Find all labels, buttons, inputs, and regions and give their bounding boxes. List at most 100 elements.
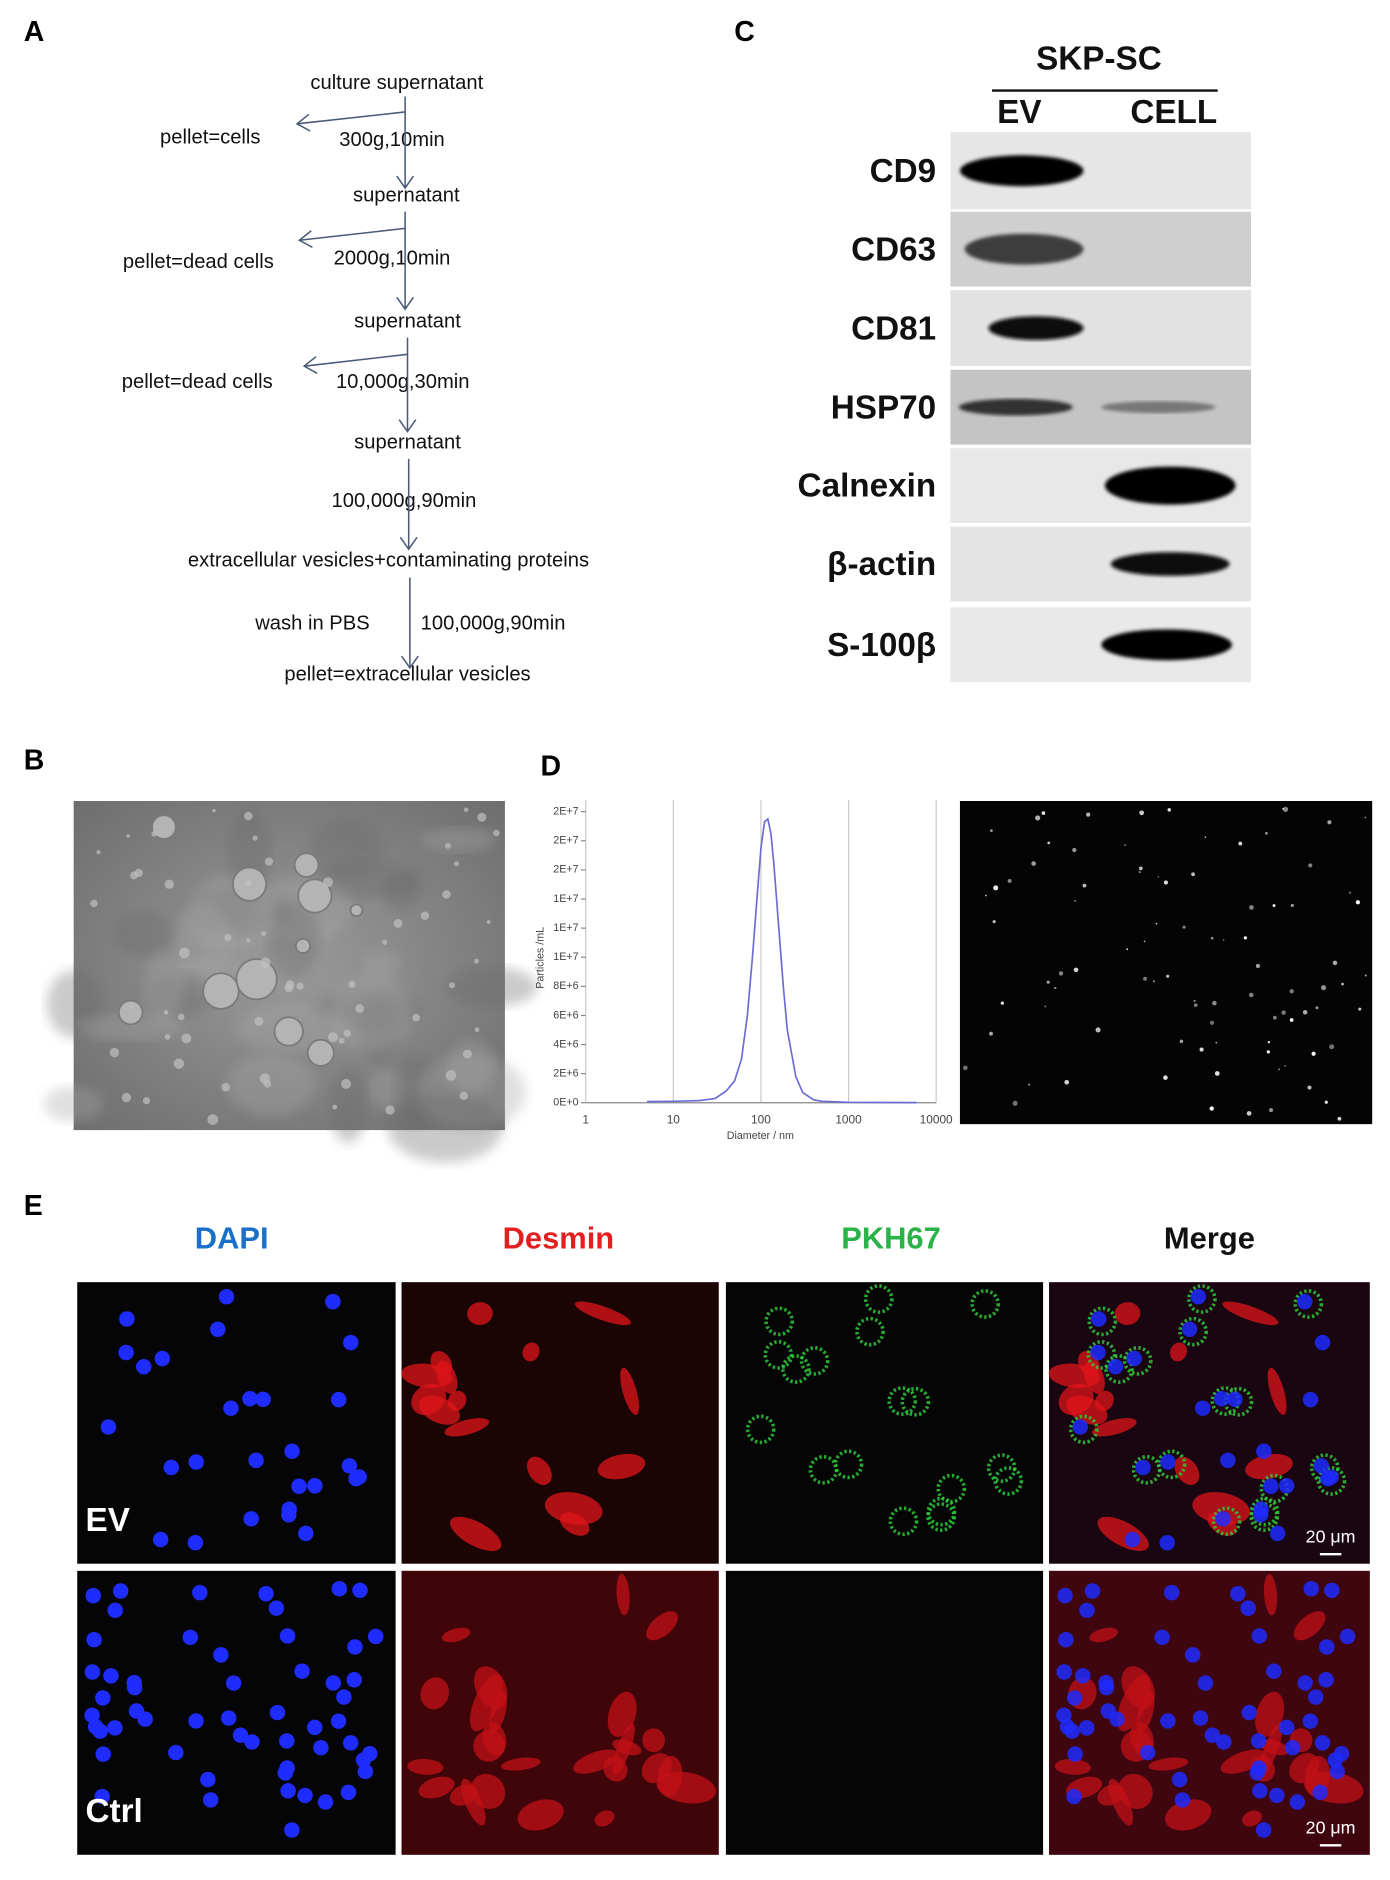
pkh67-stain [855, 1316, 885, 1347]
nucleus [284, 1822, 300, 1838]
vesicle [293, 852, 320, 878]
vesicle [151, 814, 177, 840]
nucleus [1195, 1400, 1211, 1416]
nta-particle [1243, 936, 1247, 940]
nta-particle [1238, 841, 1243, 846]
nucleus [1297, 1675, 1313, 1691]
nta-particle [1012, 1100, 1018, 1106]
nta-particle [1266, 1050, 1270, 1054]
blot-band [1101, 401, 1216, 414]
particle [323, 877, 334, 888]
pkh67-stain [1104, 1354, 1134, 1384]
nucleus [291, 1478, 307, 1494]
desmin-stain [1192, 1492, 1250, 1525]
panel-label: A [24, 16, 45, 48]
nucleus [279, 1733, 295, 1749]
nucleus [342, 1735, 359, 1751]
nucleus [298, 1525, 314, 1542]
particle [246, 938, 251, 943]
particle [96, 850, 101, 855]
nta-particle [1179, 1039, 1184, 1044]
y-tick-label: 2E+6 [553, 1067, 578, 1079]
nta-particle [1311, 1051, 1316, 1056]
nucleus [279, 1628, 296, 1644]
flow-step: culture supernatant [310, 72, 483, 94]
nucleus [1139, 1744, 1156, 1761]
nta-particle [1272, 904, 1276, 908]
particle [263, 1080, 272, 1088]
particle [254, 1016, 264, 1026]
nucleus [243, 1511, 259, 1527]
micrograph [725, 1282, 1044, 1564]
nucleus [192, 1584, 208, 1601]
nta-particle [1124, 844, 1127, 847]
nucleus [1240, 1600, 1256, 1616]
pkh67-stain [887, 1386, 918, 1416]
desmin-stain [612, 1739, 642, 1756]
nucleus [1181, 1321, 1198, 1338]
nta-particle [1282, 807, 1285, 810]
tem-texture [387, 1093, 503, 1163]
particle [173, 1058, 185, 1069]
nucleus [1302, 1391, 1319, 1408]
particle [260, 957, 271, 968]
nta-particle [1327, 820, 1332, 825]
nta-particle [962, 1065, 968, 1071]
nta-particle [1320, 985, 1327, 991]
pkh67-stain [1249, 1502, 1280, 1532]
nta-particle [1138, 866, 1143, 871]
flow-pellet: pellet=dead cells [122, 371, 273, 393]
blot-row-label: CD9 [870, 153, 937, 190]
nta-particle [1348, 891, 1352, 894]
particle [163, 1010, 169, 1015]
nucleus [1339, 1628, 1356, 1645]
nucleus [1126, 1350, 1142, 1367]
arrow-head [302, 356, 318, 374]
channel-label: Desmin [503, 1221, 615, 1256]
desmin-stain [1114, 1302, 1141, 1325]
nucleus [1220, 1452, 1236, 1469]
arrow-head [297, 230, 313, 249]
nucleus [118, 1344, 134, 1361]
desmin-stain [620, 1367, 640, 1415]
flow-pellet: pellet=cells [160, 126, 260, 148]
nucleus [1302, 1713, 1319, 1729]
blot-band [959, 155, 1084, 187]
nucleus [242, 1390, 258, 1407]
nta-particle [1199, 1047, 1204, 1052]
branch-arrow [299, 227, 406, 242]
nta-particle [1054, 986, 1057, 990]
particle [129, 1004, 134, 1009]
nucleus [202, 1792, 219, 1808]
desmin-stain [467, 1302, 493, 1325]
desmin-stain [1242, 1810, 1262, 1827]
nucleus [351, 1469, 367, 1485]
nta-particle [1249, 905, 1254, 910]
nta-particle [1041, 811, 1046, 815]
nta-particle [1272, 1015, 1277, 1020]
particle [442, 890, 451, 899]
tem-texture [445, 967, 538, 1007]
nucleus [86, 1631, 102, 1648]
nucleus [1249, 1765, 1265, 1781]
flow-condition: 100,000g,90min [332, 490, 477, 512]
nta-particle [1329, 1044, 1335, 1050]
particle [355, 1004, 365, 1013]
nucleus [269, 1704, 286, 1721]
group-label: Ctrl [86, 1793, 143, 1830]
nta-particle [1315, 1006, 1319, 1010]
nucleus [325, 1293, 341, 1310]
nta-particle [1332, 960, 1338, 966]
nucleus [352, 1582, 368, 1599]
nucleus [188, 1713, 204, 1729]
nucleus [1057, 1587, 1073, 1604]
nucleus [1324, 1582, 1340, 1599]
nucleus [213, 1647, 229, 1663]
nucleus [220, 1710, 237, 1726]
nucleus [232, 1727, 249, 1743]
nta-particle [1143, 940, 1146, 943]
blot-band [988, 316, 1084, 341]
nucleus [284, 1443, 300, 1459]
nucleus [1323, 1469, 1339, 1485]
nucleus [1278, 1719, 1295, 1736]
